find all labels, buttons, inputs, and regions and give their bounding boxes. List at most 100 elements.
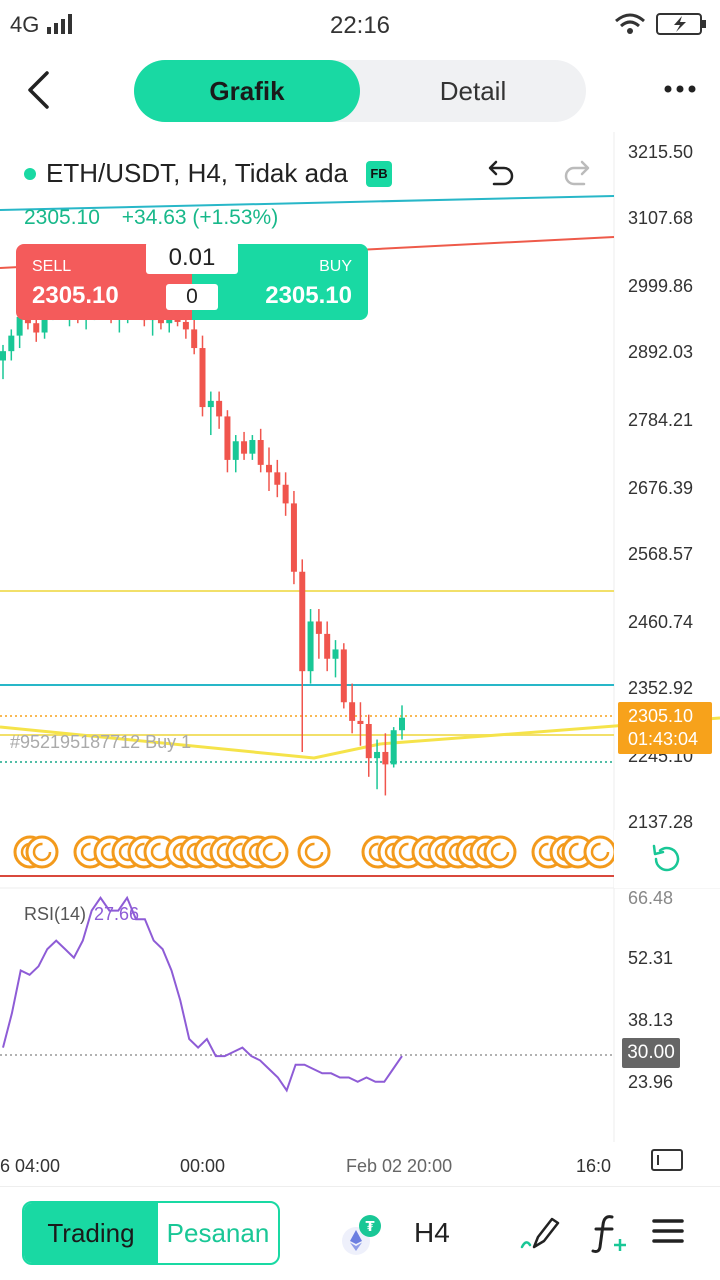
candle-body	[315, 621, 322, 634]
fullscreen-button[interactable]	[650, 1148, 684, 1174]
bottom-toolbar: Trading Pesanan ₮ H4	[0, 1186, 720, 1280]
event-marker[interactable]	[483, 835, 517, 869]
spread-value: 0	[166, 284, 218, 310]
undo-button[interactable]	[484, 158, 516, 190]
candle-body	[340, 649, 347, 703]
function-icon	[591, 1215, 626, 1253]
candle-body	[41, 310, 48, 333]
rsi-current-value: 27.66	[94, 904, 140, 924]
tab-grafik[interactable]: Grafik	[134, 60, 360, 122]
candle-body	[16, 316, 23, 336]
event-marker[interactable]	[297, 835, 331, 869]
candle-body	[382, 751, 389, 765]
redo-icon	[564, 160, 590, 186]
fb-badge[interactable]: FB	[366, 160, 392, 187]
symbol-selector[interactable]: ₮	[340, 1213, 384, 1257]
candle-body	[365, 723, 372, 759]
rsi-title: RSI(14)	[24, 904, 87, 924]
indicators-button[interactable]	[590, 1211, 630, 1255]
candle-countdown: 01:43:04	[628, 729, 699, 749]
price-chart[interactable]	[0, 132, 720, 1182]
price-axis-label: 2999.86	[628, 276, 694, 296]
clock: 22:16	[329, 12, 391, 39]
candle-body	[207, 400, 214, 408]
sell-label: SELL	[32, 258, 72, 275]
rsi-axis-label: 66.48	[628, 888, 674, 908]
candle-body	[357, 720, 364, 724]
candle-body	[199, 348, 206, 408]
price-axis-label: 3107.68	[628, 208, 694, 228]
menu-button[interactable]	[652, 1217, 688, 1247]
hamburger-icon	[652, 1219, 684, 1243]
reset-chart-button[interactable]	[614, 830, 720, 888]
svg-text:₮: ₮	[365, 1220, 374, 1235]
header: Grafik Detail	[0, 50, 720, 130]
tab-pesanan[interactable]: Pesanan	[166, 1218, 270, 1248]
wifi-icon	[615, 13, 645, 34]
status-bar: 4G 22:16	[0, 0, 720, 50]
chevron-left-icon	[28, 71, 49, 109]
price-axis-label: 2676.39	[628, 478, 694, 498]
undo-icon	[488, 160, 514, 186]
candle-body	[191, 329, 198, 349]
price-change-row: 2305.10 +34.63 (+1.53%)	[24, 206, 294, 230]
network-indicator: 4G	[10, 12, 75, 38]
sell-price: 2305.10	[32, 282, 119, 309]
event-markers[interactable]	[13, 835, 617, 869]
current-price-tag: 2305.10 01:43:04	[618, 702, 712, 754]
rsi-level-tag: 30.00	[622, 1038, 680, 1068]
timeframe-selector[interactable]: H4	[414, 1217, 450, 1248]
tab-detail[interactable]: Detail	[439, 76, 507, 106]
event-marker-glyph	[490, 842, 510, 862]
event-marker-glyph	[262, 842, 282, 862]
candle-body	[390, 730, 397, 765]
last-price: 2305.10	[24, 206, 100, 229]
candle-body	[324, 633, 331, 659]
redo-button[interactable]	[562, 158, 594, 190]
rsi-legend: RSI(14) 27.66	[24, 904, 139, 925]
signal-icon	[47, 14, 73, 34]
rsi-line	[2, 895, 403, 1093]
event-marker[interactable]	[25, 835, 59, 869]
pencil-icon	[520, 1217, 560, 1249]
back-button[interactable]	[16, 66, 60, 114]
rsi-axis-label: 52.31	[628, 948, 674, 968]
order-label[interactable]: #952195187712 Buy 1	[10, 732, 192, 752]
event-marker[interactable]	[583, 835, 617, 869]
candle-body	[307, 621, 314, 672]
candle-body	[166, 316, 173, 324]
drawing-tools-button[interactable]	[520, 1213, 560, 1253]
event-marker-glyph	[590, 842, 610, 862]
market-open-dot	[24, 167, 36, 180]
refresh-icon	[652, 844, 680, 872]
candle-body	[0, 351, 6, 361]
candle-body	[224, 416, 231, 460]
chart-area[interactable]: ETH/USDT, H4, Tidak ada FB 2305.10 +34.6…	[0, 132, 720, 1182]
event-marker-glyph	[32, 842, 52, 862]
time-axis-label: 16:0	[576, 1156, 612, 1176]
bottom-tabs: Trading Pesanan	[22, 1201, 280, 1265]
event-marker[interactable]	[255, 835, 289, 869]
trendline-cyan[interactable]	[0, 195, 615, 211]
candle-body	[249, 440, 256, 454]
price-axis-label: 2460.74	[628, 612, 694, 632]
price-axis-label: 2892.03	[628, 342, 694, 362]
candles	[0, 289, 405, 796]
more-button[interactable]	[660, 74, 700, 104]
price-axis-label: 3215.50	[628, 142, 694, 162]
candle-body	[232, 441, 239, 460]
candle-body	[216, 400, 223, 417]
candle-body	[182, 321, 189, 330]
candle-body	[8, 335, 15, 352]
price-axis-label: 2137.28	[628, 812, 694, 832]
candle-body	[399, 717, 405, 731]
yellow-trendline[interactable]	[0, 716, 720, 760]
rsi-axis-label: 23.96	[628, 1072, 674, 1092]
time-axis-label: 6 04:00	[0, 1156, 61, 1176]
more-dots-icon	[664, 85, 696, 93]
lot-size-input[interactable]: 0.01	[146, 242, 238, 274]
view-switch: Grafik Detail	[134, 60, 586, 122]
price-change: +34.63 (+1.53%)	[121, 206, 279, 229]
tab-trading[interactable]: Trading	[24, 1203, 158, 1263]
candle-body	[257, 440, 264, 465]
